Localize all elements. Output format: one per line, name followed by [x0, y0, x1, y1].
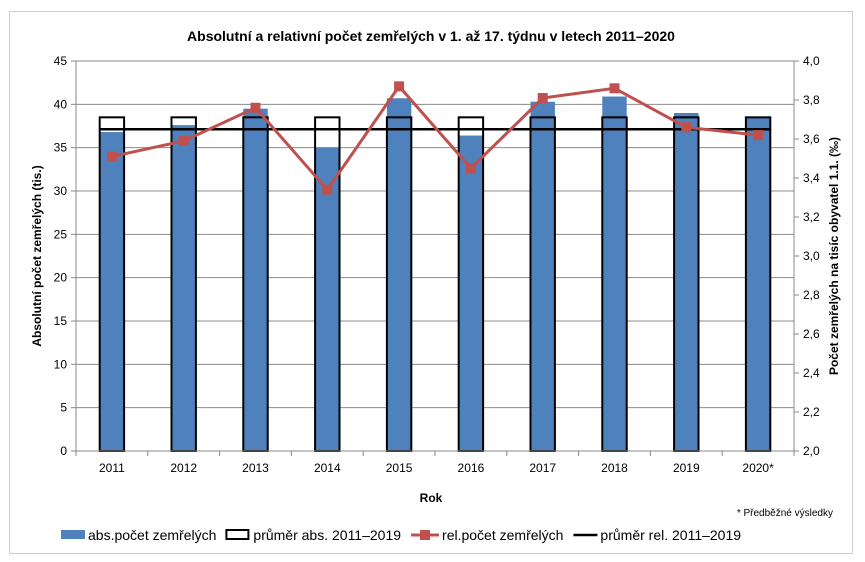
relative-point — [394, 81, 405, 92]
bar-series — [99, 96, 771, 452]
relative-point — [178, 135, 189, 146]
x-tick-label: 2014 — [314, 461, 341, 475]
bar — [745, 117, 771, 451]
legend-marker — [420, 530, 431, 540]
y-axis-label: Absolutní počet zemřelých (tis.) — [30, 165, 44, 346]
x-tick-label: 2011 — [99, 461, 125, 475]
legend-label: abs.počet zemřelých — [88, 527, 216, 543]
bar — [99, 132, 125, 452]
bar — [171, 125, 196, 451]
y2-tick-label: 3,6 — [803, 132, 820, 146]
x-axis-label: Rok — [420, 491, 443, 505]
relative-point — [250, 102, 261, 113]
y-tick-label: 15 — [54, 314, 68, 328]
x-tick-label: 2013 — [242, 461, 269, 475]
y-tick-label: 20 — [54, 271, 68, 285]
x-tick-label: 2019 — [673, 461, 700, 475]
x-tick-label: 2020* — [742, 461, 774, 475]
legend-swatch — [225, 529, 250, 540]
x-axis: 2011 2012 2013 2014 2015 2016 2017 2018 2019 2020… — [75, 451, 795, 475]
y2-tick-label: 4,0 — [803, 54, 820, 68]
y2-tick-label: 3,2 — [803, 210, 820, 224]
legend-swatch — [61, 530, 85, 539]
y-tick-label: 30 — [54, 184, 68, 198]
y-tick-label: 25 — [54, 227, 68, 241]
bar — [674, 113, 699, 451]
relative-point — [681, 122, 692, 133]
legend-label: průměr abs. 2011–2019 — [253, 527, 401, 543]
relative-point — [322, 184, 333, 195]
y-axis-right: 2,0 2,2 2,4 2,6 2,8 3,0 3,2 3,4 3,6 3,8 4,0 — [794, 54, 820, 458]
y-tick-label: 0 — [60, 444, 67, 458]
relative-point — [106, 151, 117, 162]
y2-axis-label: Počet zemřelých na tisíc obyvatel 1.1. (… — [827, 137, 841, 375]
chart-frame — [9, 11, 853, 554]
relative-point — [609, 83, 620, 94]
bar — [386, 98, 412, 452]
y-tick-label: 10 — [54, 357, 68, 371]
y2-tick-label: 2,0 — [803, 444, 820, 458]
x-tick-label: 2015 — [386, 461, 413, 475]
y2-tick-label: 3,4 — [803, 171, 820, 185]
bar — [602, 96, 627, 452]
legend-label: průměr rel. 2011–2019 — [600, 527, 741, 543]
y-axis-left: 0 5 10 15 20 25 30 35 40 45 — [54, 54, 76, 458]
relative-line — [111, 83, 759, 193]
y-tick-label: 35 — [54, 141, 68, 155]
bar — [315, 147, 340, 451]
y-tick-label: 5 — [60, 401, 67, 415]
legend-label: rel.počet zemřelých — [442, 527, 563, 543]
x-tick-label: 2016 — [458, 461, 485, 475]
average-bar-series — [98, 116, 772, 452]
chart-title: Absolutní a relativní počet zemřelých v … — [187, 28, 675, 44]
y-tick-label: 40 — [54, 97, 68, 111]
bar — [243, 108, 268, 452]
bar — [530, 101, 555, 451]
y2-tick-label: 2,8 — [803, 288, 820, 302]
x-tick-label: 2018 — [601, 461, 628, 475]
y2-tick-label: 3,0 — [803, 249, 820, 263]
bar — [458, 135, 484, 452]
relative-point — [465, 163, 476, 174]
relative-point — [537, 93, 548, 104]
legend: abs.počet zemřelých průměr abs. 2011–2019… — [61, 527, 741, 543]
y2-tick-label: 2,6 — [803, 327, 820, 341]
x-tick-label: 2017 — [529, 461, 556, 475]
y2-tick-label: 3,8 — [803, 93, 820, 107]
relative-line-series — [106, 81, 764, 195]
y2-tick-label: 2,2 — [803, 405, 820, 419]
y-tick-label: 45 — [54, 54, 68, 68]
x-tick-label: 2012 — [170, 461, 197, 475]
footnote: * Předběžné výsledky — [737, 508, 833, 519]
y2-tick-label: 2,4 — [803, 366, 820, 380]
relative-point — [753, 130, 764, 141]
